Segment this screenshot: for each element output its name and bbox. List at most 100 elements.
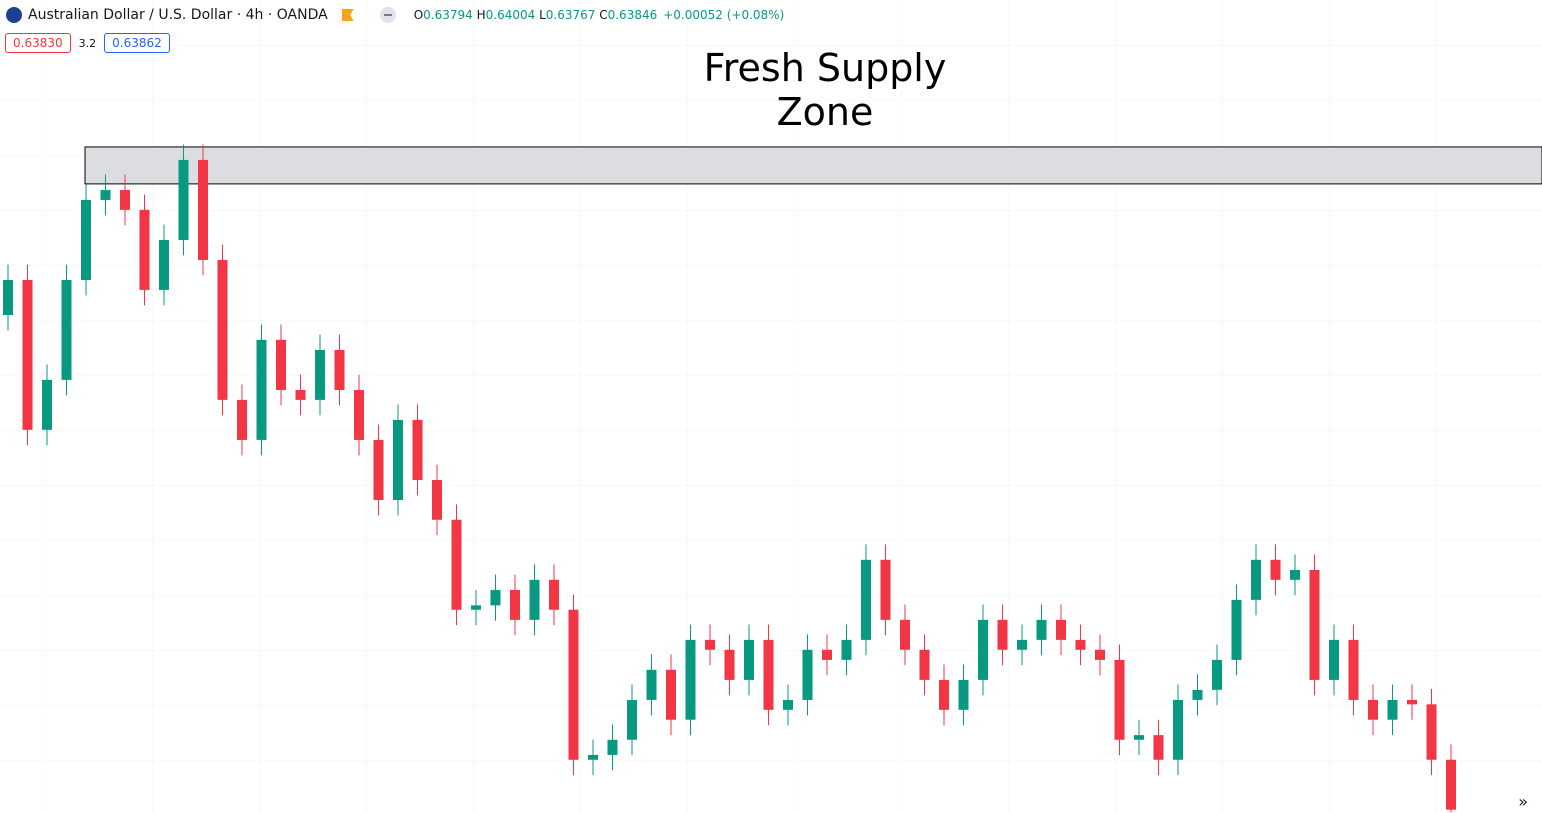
candle-body (1017, 639, 1027, 650)
candle-body (568, 609, 579, 760)
candle-body (646, 669, 657, 700)
sell-button[interactable]: 0.63830 (5, 33, 71, 53)
candle-body (549, 579, 559, 610)
candle-body (451, 519, 462, 610)
candle-body (373, 439, 384, 500)
supply-zone (84, 146, 1542, 185)
candle-body (939, 679, 949, 710)
candle-body (256, 339, 267, 440)
candle-body (685, 639, 696, 720)
candle-body (22, 280, 33, 430)
candle-body (276, 339, 286, 391)
candle-body (42, 379, 52, 430)
candle-body (139, 209, 150, 290)
candle-body (1407, 699, 1417, 705)
candle-body (315, 349, 325, 400)
annotation: Fresh Supply Zone (660, 46, 990, 134)
candle-body (822, 649, 832, 660)
candle-body (471, 605, 481, 610)
candle-body (295, 390, 306, 400)
candle-body (1387, 699, 1398, 720)
candle-body (217, 260, 228, 400)
candle-body (159, 239, 169, 290)
candle-body (198, 159, 208, 261)
candle-body (237, 399, 247, 440)
low-label: L (539, 8, 546, 22)
flag-icon (6, 7, 22, 23)
candle-body (354, 390, 364, 440)
high-value: 0.64004 (485, 8, 536, 22)
candle-body (744, 639, 754, 680)
candle-body (607, 739, 618, 755)
candle-body (666, 669, 676, 720)
scroll-forward[interactable]: » (1518, 792, 1528, 811)
candle-body (529, 579, 540, 620)
candle-body (120, 190, 130, 210)
candle-body (802, 649, 813, 700)
change: +0.00052 (+0.08%) (663, 8, 785, 22)
candle-body (627, 699, 637, 740)
candle-body (1153, 735, 1164, 760)
candle-body (1036, 619, 1047, 640)
candle-body (1075, 639, 1086, 650)
candle-body (412, 419, 423, 480)
candle-body (978, 619, 988, 680)
candle-body (724, 649, 735, 680)
flag-marker[interactable] (341, 9, 354, 21)
candle-body (1270, 559, 1281, 580)
low-value: 0.63767 (545, 8, 596, 22)
candle-body (1446, 759, 1456, 810)
candle-body (1056, 619, 1066, 640)
open-label: O (413, 8, 424, 22)
candle-body (588, 754, 598, 760)
candle-body (1309, 569, 1320, 680)
candle-body (1368, 699, 1378, 720)
candle-body (100, 190, 111, 200)
trade-buttons: 0.63830 3.2 0.63862 (5, 33, 170, 53)
candle-body (432, 479, 442, 520)
candle-body (1426, 704, 1437, 760)
buy-button[interactable]: 0.63862 (104, 33, 170, 53)
candle-body (705, 639, 715, 650)
candle-body (1251, 559, 1261, 600)
symbol-title[interactable]: Australian Dollar / U.S. Dollar · 4h · O… (28, 7, 328, 23)
candle-body (919, 649, 930, 680)
candle-body (1173, 699, 1183, 760)
candle-body (783, 699, 793, 710)
spread: 3.2 (78, 36, 97, 50)
candle-body (763, 639, 774, 710)
candle-body (958, 679, 969, 710)
candle-body (1329, 639, 1339, 680)
candle-body (1212, 659, 1222, 690)
candle-body (1095, 649, 1105, 660)
ohlc: O0.63794 H0.64004 L0.63767 C0.63846 (414, 8, 658, 22)
candle-body (841, 639, 852, 660)
candle-body (1348, 639, 1359, 700)
symbol-header: Australian Dollar / U.S. Dollar · 4h · O… (6, 7, 784, 23)
candle-body (1290, 569, 1300, 580)
close-label: C (599, 8, 608, 22)
candle-body (81, 199, 91, 281)
candle-body (1231, 599, 1242, 660)
candle-body (880, 559, 891, 620)
annotation-line: Fresh Supply (703, 46, 947, 90)
candle-body (900, 619, 910, 650)
candle-body (61, 280, 72, 380)
candle-body (334, 349, 345, 391)
collapse-button[interactable] (379, 7, 396, 23)
close-value: 0.63846 (607, 8, 658, 22)
candle-body (861, 559, 871, 640)
candle-body (1192, 689, 1203, 700)
candle-body (178, 159, 189, 240)
annotation-line: Zone (776, 90, 874, 134)
candle-body (997, 619, 1008, 650)
candle-body (393, 419, 403, 500)
high-label: H (476, 8, 486, 22)
candle-body (510, 589, 520, 620)
candle-body (3, 280, 13, 315)
open-value: 0.63794 (423, 8, 473, 22)
candle-body (1134, 735, 1144, 740)
candle-body (1114, 659, 1125, 740)
